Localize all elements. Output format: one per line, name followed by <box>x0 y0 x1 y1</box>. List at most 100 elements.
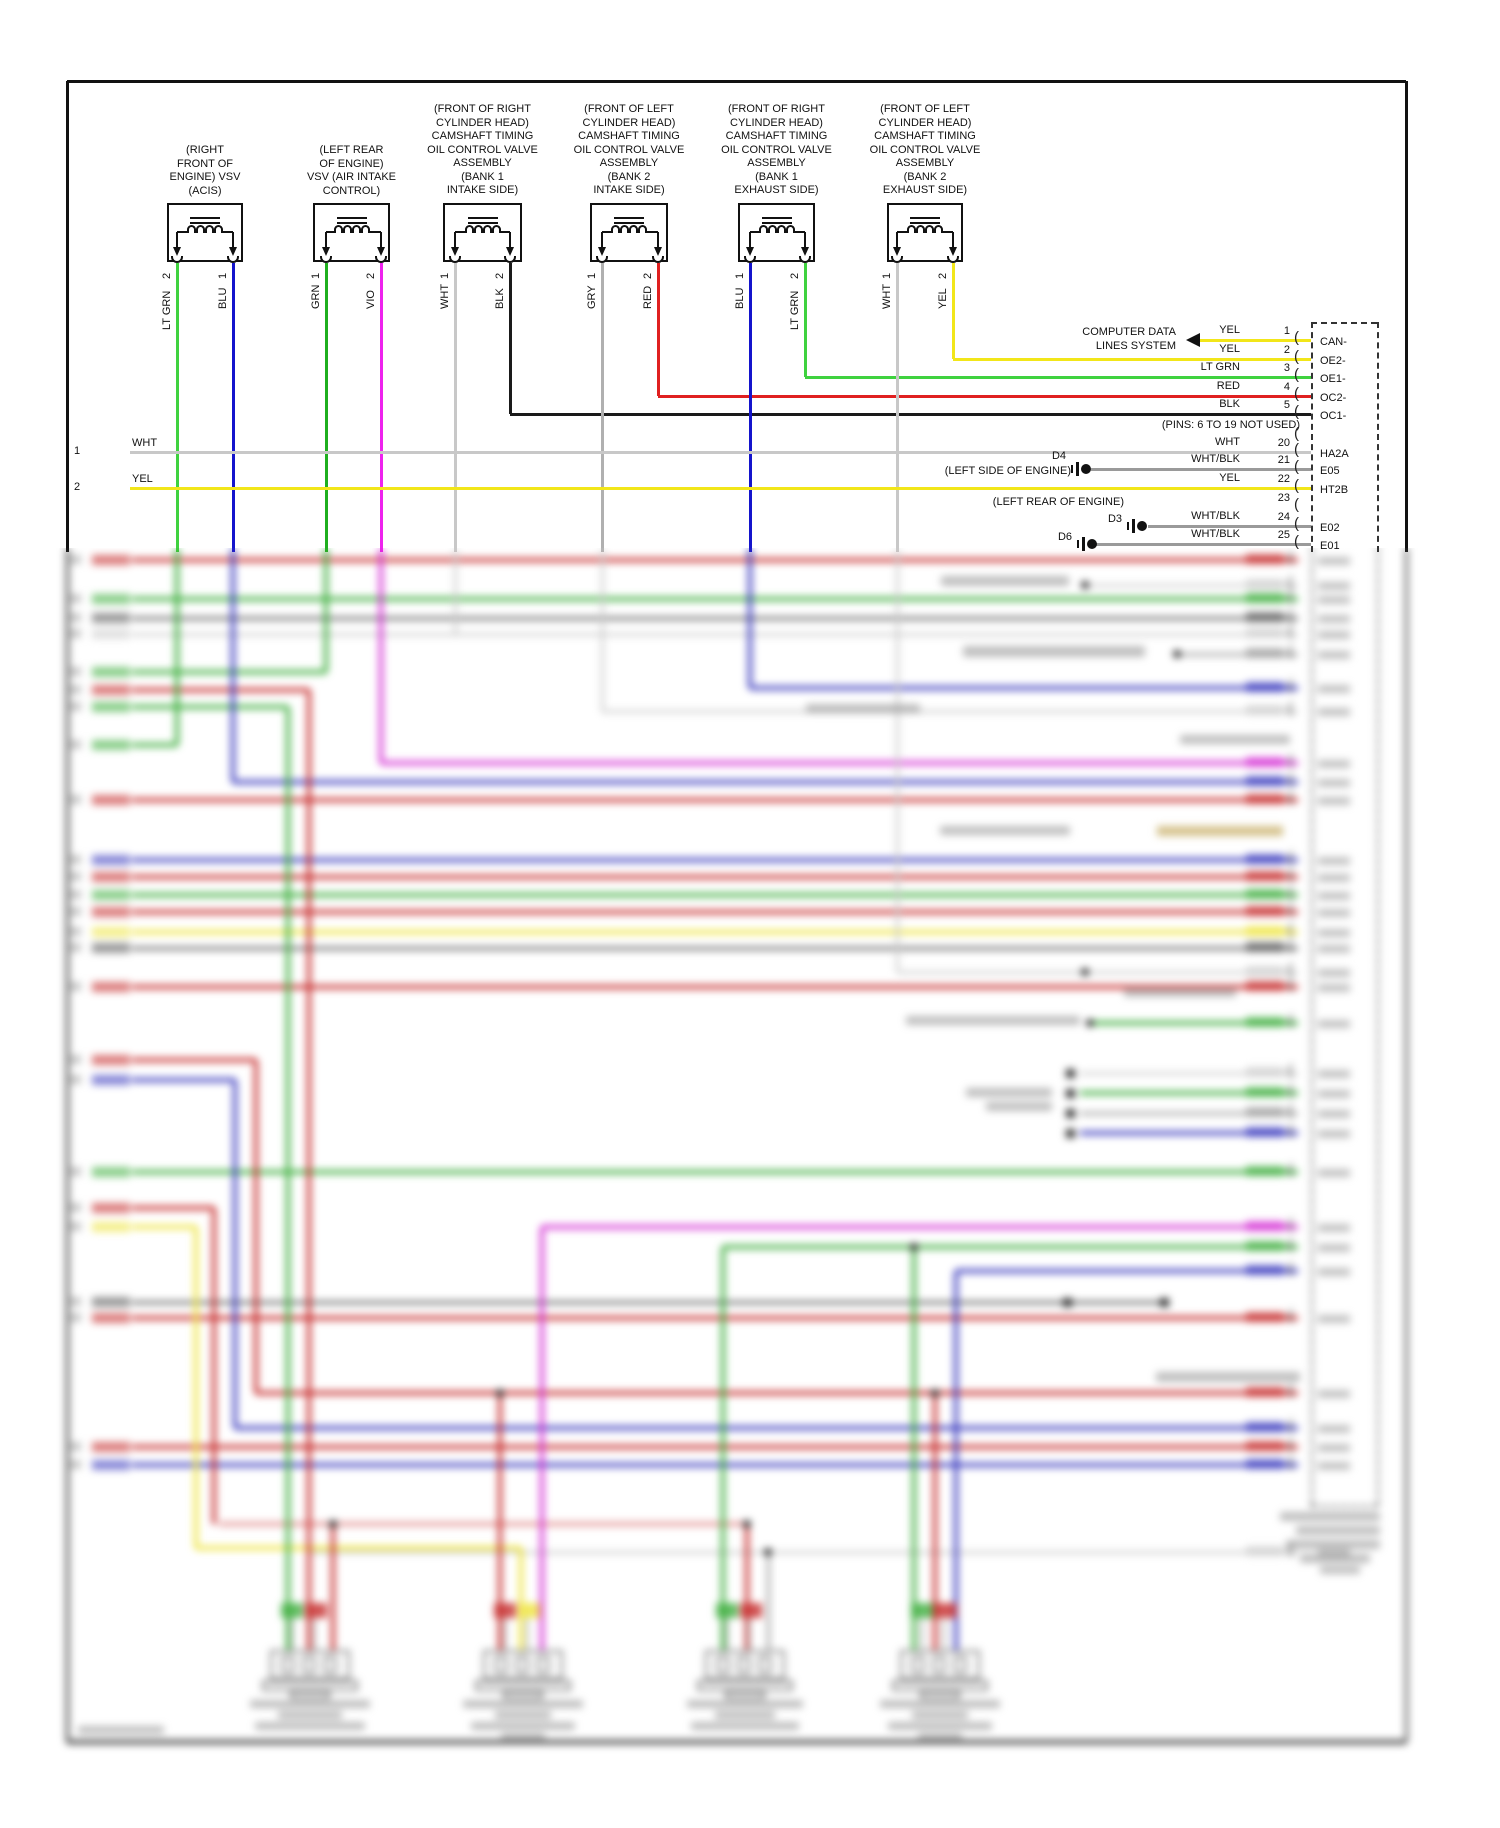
pin-cup <box>320 256 332 263</box>
solenoid-lead <box>647 231 658 233</box>
connector-terminal-name <box>1318 892 1350 900</box>
pin-number: 2 <box>494 272 506 279</box>
left-pin-number <box>70 982 81 991</box>
solenoid-lead <box>177 231 187 233</box>
wire-color-label <box>1246 1441 1284 1451</box>
connector-pin-number: 25 <box>1277 529 1290 541</box>
blurred-text <box>940 826 1070 835</box>
solenoid-coil-arc <box>925 225 934 233</box>
wire-color-label: BLK <box>1219 398 1240 410</box>
connector-terminal-name <box>1318 929 1350 937</box>
wire <box>132 985 1298 989</box>
wire-color-label <box>1246 1107 1284 1117</box>
wire-color-label <box>1246 1265 1284 1275</box>
wire-color-label: WHT <box>132 437 158 449</box>
pin-cup <box>947 256 959 263</box>
wire <box>1085 584 1298 587</box>
wire-color-label <box>1246 1127 1284 1137</box>
component-caption: (FRONT OF LEFT CYLINDER HEAD) CAMSHAFT TIM… <box>573 103 685 196</box>
connector-pin-socket: ( <box>1288 1454 1293 1471</box>
splice-dot <box>743 1520 751 1528</box>
coil-connector-slot <box>303 1656 315 1674</box>
blurred-text <box>963 646 1145 657</box>
wire-color-label: BLU <box>217 287 229 309</box>
wire-color-label: YEL <box>1219 324 1240 336</box>
pin-cup <box>227 256 239 263</box>
connector-terminal-name: OC2- <box>1320 392 1347 404</box>
connector-terminal-name <box>1318 1444 1350 1452</box>
coil-caption-line <box>691 1722 799 1730</box>
ground-icon <box>1137 521 1147 531</box>
solenoid-lead <box>455 231 465 233</box>
diagram-blurred-region: (((((((((((((((((((((((((((((((((( <box>0 548 1500 1828</box>
wire <box>219 1522 747 1526</box>
solenoid-core-bar <box>336 217 367 219</box>
wire <box>231 548 235 782</box>
pin-cup <box>799 256 811 263</box>
computer-data-label: LINES SYSTEM <box>1095 340 1176 352</box>
wire-color-label: RED <box>1216 380 1240 392</box>
connector-terminal-name <box>1318 631 1350 639</box>
connector-pin-socket: ( <box>1288 976 1293 993</box>
connector-pin-socket: ( <box>1294 366 1299 383</box>
connector-pin-socket: ( <box>1288 1122 1293 1139</box>
wire <box>310 1551 1298 1554</box>
coil-connector-slot <box>516 1656 528 1674</box>
wire-color-label <box>92 1313 130 1323</box>
wire-color-label <box>92 855 130 865</box>
solenoid-coil-arc <box>196 225 205 233</box>
blurred-text <box>1280 1512 1380 1521</box>
connector-pin-socket: ( <box>1288 849 1293 866</box>
connector-terminal-name <box>1318 779 1350 787</box>
coil-connector-base <box>475 1680 571 1691</box>
connector-pin-socket: ( <box>1288 789 1293 806</box>
wire <box>324 548 328 672</box>
coil-connector-stem <box>290 1691 330 1699</box>
wire <box>509 263 512 414</box>
wire-color-label <box>92 555 130 565</box>
wire-color-label <box>1246 1387 1284 1397</box>
solenoid-core-bar <box>614 217 644 219</box>
wire <box>750 686 1298 690</box>
coil-caption-line <box>471 1722 575 1730</box>
connector-pin-number: 24 <box>1277 511 1290 523</box>
connector-terminal-name <box>1318 1020 1350 1028</box>
left-pin-number <box>70 629 81 638</box>
ground-icon <box>1132 519 1135 533</box>
connector-terminal-name: E01 <box>1320 540 1340 552</box>
left-pin-number <box>70 855 81 864</box>
wire <box>721 1247 725 1652</box>
coil-pin-lead <box>504 1618 506 1652</box>
connector-pin-number: 5 <box>1283 399 1290 411</box>
solenoid-lead <box>602 231 611 233</box>
wire <box>132 930 1298 934</box>
wire <box>132 1170 1298 1174</box>
connector-pin-socket: ( <box>1288 1161 1293 1178</box>
wire <box>132 1078 235 1082</box>
connector-terminal-name: OC1- <box>1320 410 1347 422</box>
solenoid-coil-arc <box>620 225 629 233</box>
solenoid-core-bar <box>761 217 792 219</box>
wire <box>379 548 383 763</box>
solenoid-coil-arc <box>629 225 638 233</box>
wire-color-label <box>1246 1087 1284 1097</box>
left-pin-number <box>70 685 81 694</box>
coil-caption-line <box>495 1711 551 1719</box>
connector-pin-socket: ( <box>1288 921 1293 938</box>
solenoid-coil-arc <box>934 225 943 233</box>
wire-color-label <box>92 1460 130 1470</box>
wire-color-label <box>92 1167 130 1177</box>
blurred-text <box>906 1016 1080 1025</box>
wire-color-label <box>92 1055 130 1065</box>
solenoid-lead <box>326 231 334 233</box>
connector-pin-socket: ( <box>1294 496 1299 513</box>
blurred-text <box>986 1102 1052 1111</box>
junction-block <box>1063 1298 1072 1307</box>
wire-color-label <box>1246 906 1284 916</box>
pin-cup <box>171 256 183 263</box>
wire-color-label <box>1246 926 1284 936</box>
connector-terminal-name <box>1318 1070 1350 1078</box>
diagram-blurred-content: (((((((((((((((((((((((((((((((((( <box>0 548 1500 1828</box>
pin-number: 1 <box>734 272 746 279</box>
connector-terminal-name <box>1318 596 1350 604</box>
